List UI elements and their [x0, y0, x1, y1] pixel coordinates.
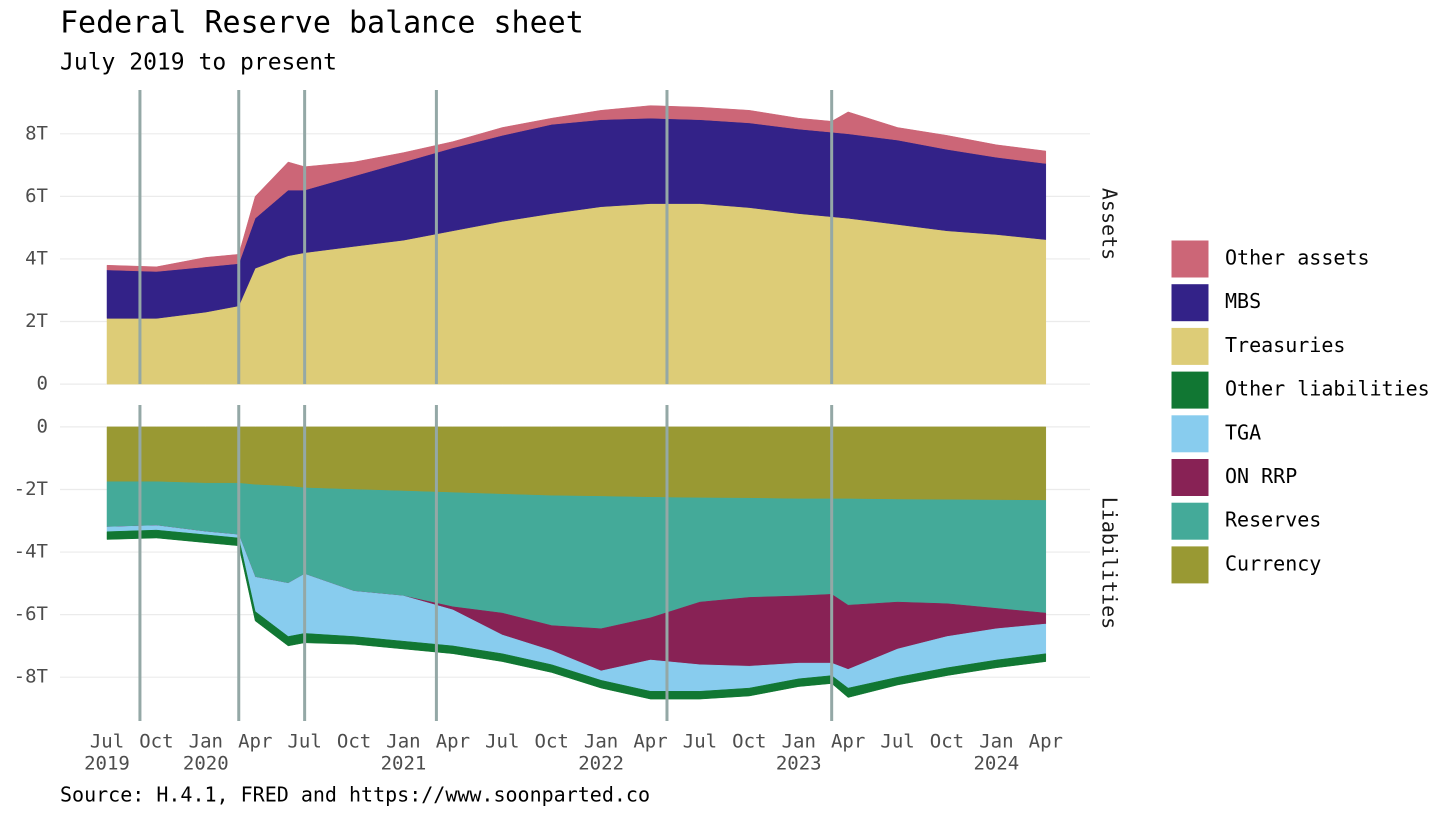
x-year-label: 2021: [381, 753, 427, 775]
x-tick-label: Jul: [90, 731, 124, 753]
x-year-label: 2020: [183, 753, 229, 775]
x-tick-label: Jul: [880, 731, 914, 753]
legend-label: MBS: [1225, 289, 1261, 313]
x-tick-label: Oct: [535, 731, 569, 753]
x-year-label: 2019: [84, 753, 130, 775]
area: [106, 529, 1047, 700]
y-tick-label: -4T: [14, 541, 48, 563]
legend-swatch: [1170, 283, 1210, 323]
x-tick-label: Oct: [337, 731, 371, 753]
legend-label: TGA: [1225, 420, 1261, 444]
y-tick-label: -6T: [14, 603, 48, 625]
y-tick-label: 0: [37, 415, 48, 437]
x-tick-label: Jan: [584, 731, 618, 753]
x-tick-label: Apr: [633, 731, 667, 753]
x-tick-label: Oct: [930, 731, 964, 753]
x-tick-label: Apr: [238, 731, 272, 753]
y-tick-label: -2T: [14, 478, 48, 500]
legend-label: ON RRP: [1225, 464, 1297, 488]
chart-subtitle: July 2019 to present: [60, 50, 337, 76]
legend-swatch: [1170, 239, 1210, 279]
y-tick-label: 2T: [25, 310, 48, 332]
x-year-label: 2023: [776, 753, 822, 775]
panel-label: Assets: [1098, 188, 1122, 260]
panel: -8T -6T -4T -2T 0: [14, 405, 1090, 721]
source-note: Source: H.4.1, FRED and https://www.soon…: [60, 783, 650, 807]
chart-title: Federal Reserve balance sheet: [60, 6, 584, 41]
x-tick-label: Jan: [189, 731, 223, 753]
legend-swatch: [1170, 545, 1210, 585]
x-tick-label: Jul: [683, 731, 717, 753]
area: [106, 105, 1047, 272]
panel-label: Liabilities: [1098, 497, 1122, 629]
x-tick-label: Apr: [436, 731, 470, 753]
legend-label: Reserves: [1225, 508, 1321, 532]
y-tick-label: 0: [37, 373, 48, 395]
x-tick-label: Jul: [485, 731, 519, 753]
x-tick-label: Apr: [1029, 731, 1063, 753]
x-tick-label: Jan: [979, 731, 1013, 753]
x-year-label: 2024: [973, 753, 1019, 775]
legend-swatch: [1170, 458, 1210, 497]
legend-label: Other liabilities: [1225, 377, 1430, 401]
legend-swatch: [1170, 326, 1210, 366]
x-tick-label: Jan: [782, 731, 816, 753]
legend-label: Currency: [1225, 551, 1321, 575]
legend-swatch: [1170, 501, 1210, 541]
x-tick-label: Apr: [831, 731, 865, 753]
x-tick-label: Oct: [139, 731, 173, 753]
y-tick-label: 6T: [25, 185, 48, 207]
y-tick-label: 4T: [25, 247, 48, 269]
legend-label: Treasuries: [1225, 333, 1345, 357]
y-tick-label: 8T: [25, 122, 48, 144]
x-year-label: 2022: [578, 753, 624, 775]
legend-swatch: [1170, 414, 1210, 454]
legend-label: Other assets: [1225, 246, 1370, 270]
x-tick-label: Jan: [386, 731, 420, 753]
legend-swatch: [1170, 370, 1210, 410]
x-tick-label: Oct: [732, 731, 766, 753]
panel: 0 2T 4T 6T 8T: [25, 90, 1090, 395]
x-tick-label: Jul: [287, 731, 321, 753]
y-tick-label: -8T: [14, 666, 48, 688]
